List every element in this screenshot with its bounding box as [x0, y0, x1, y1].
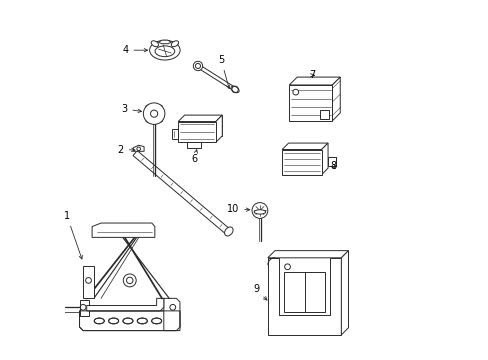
Polygon shape [284, 272, 325, 312]
Polygon shape [92, 223, 155, 237]
Circle shape [251, 203, 267, 219]
Circle shape [143, 103, 164, 125]
Ellipse shape [149, 40, 180, 60]
Polygon shape [215, 115, 222, 142]
Ellipse shape [145, 105, 152, 112]
Circle shape [292, 89, 298, 95]
Text: 1: 1 [64, 211, 82, 259]
Polygon shape [133, 145, 144, 151]
Text: 9: 9 [252, 284, 266, 300]
Ellipse shape [122, 318, 133, 324]
Ellipse shape [230, 86, 239, 93]
Polygon shape [80, 300, 88, 316]
Text: 4: 4 [122, 45, 147, 55]
Polygon shape [319, 110, 329, 119]
Polygon shape [289, 85, 332, 121]
Polygon shape [178, 115, 222, 122]
Ellipse shape [156, 105, 163, 112]
Polygon shape [282, 143, 327, 149]
Polygon shape [163, 298, 180, 330]
Text: 7: 7 [308, 70, 314, 80]
Ellipse shape [137, 318, 147, 324]
Polygon shape [267, 251, 348, 258]
Polygon shape [171, 129, 178, 139]
Ellipse shape [254, 210, 265, 214]
Polygon shape [80, 311, 180, 330]
Text: 3: 3 [121, 104, 141, 114]
Polygon shape [341, 251, 348, 335]
Polygon shape [289, 77, 340, 85]
Ellipse shape [145, 115, 152, 122]
Polygon shape [83, 266, 94, 298]
Text: 8: 8 [330, 161, 336, 171]
Polygon shape [267, 258, 341, 335]
Text: 10: 10 [226, 204, 249, 215]
Ellipse shape [156, 115, 163, 122]
Circle shape [193, 61, 202, 71]
Polygon shape [178, 122, 215, 142]
Polygon shape [332, 77, 340, 121]
Text: 2: 2 [118, 144, 135, 154]
Polygon shape [158, 40, 171, 44]
Polygon shape [198, 66, 234, 90]
Ellipse shape [155, 46, 174, 57]
Text: 6: 6 [191, 150, 197, 164]
Ellipse shape [108, 318, 119, 324]
Polygon shape [321, 143, 327, 175]
Ellipse shape [94, 318, 104, 324]
Circle shape [123, 274, 136, 287]
Polygon shape [86, 298, 163, 311]
Polygon shape [327, 157, 335, 166]
Ellipse shape [151, 318, 162, 324]
Polygon shape [282, 149, 321, 175]
Ellipse shape [224, 227, 233, 236]
Text: 5: 5 [218, 55, 229, 89]
Polygon shape [133, 150, 230, 234]
Polygon shape [187, 142, 201, 148]
Ellipse shape [151, 41, 158, 47]
Polygon shape [184, 115, 222, 136]
Ellipse shape [171, 41, 178, 47]
Circle shape [284, 264, 290, 270]
